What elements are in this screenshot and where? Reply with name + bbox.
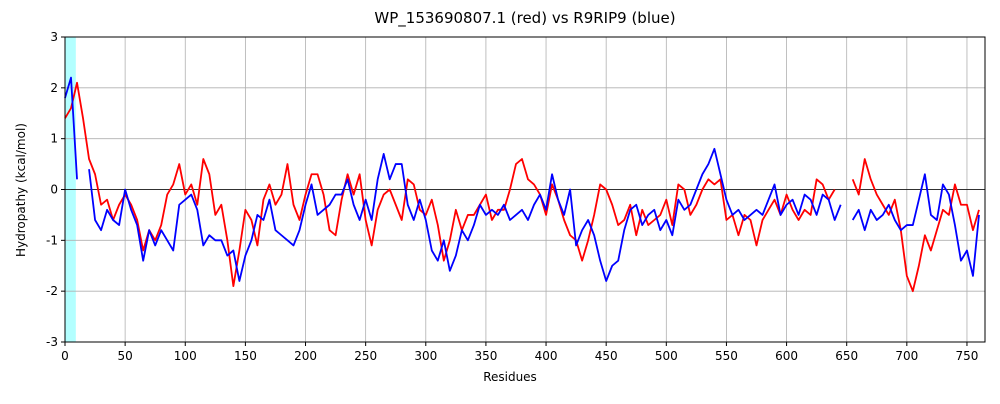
x-tick-label: 750 [956, 349, 979, 363]
x-axis-label: Residues [483, 370, 537, 384]
y-tick-label: 3 [50, 30, 58, 44]
series-line [64, 81, 980, 293]
x-tick-label: 50 [117, 349, 132, 363]
x-tick-label: 100 [174, 349, 197, 363]
x-tick-label: 300 [414, 349, 437, 363]
x-tick-label: 700 [895, 349, 918, 363]
y-tick-label: 1 [50, 132, 58, 146]
y-tick-label: -3 [46, 335, 58, 349]
x-tick-label: 250 [354, 349, 377, 363]
y-tick-label: 0 [50, 183, 58, 197]
x-tick-label: 200 [294, 349, 317, 363]
x-tick-label: 650 [835, 349, 858, 363]
x-tick-label: 350 [474, 349, 497, 363]
plot-frame [64, 36, 986, 343]
x-tick-label: 0 [61, 349, 69, 363]
chart-title: WP_153690807.1 (red) vs R9RIP9 (blue) [374, 9, 675, 28]
y-tick-label: 2 [50, 81, 58, 95]
x-tick-label: 400 [535, 349, 558, 363]
y-tick-label: -1 [46, 233, 58, 247]
x-tick-label: 500 [655, 349, 678, 363]
x-tick-label: 600 [775, 349, 798, 363]
y-axis-label: Hydropathy (kcal/mol) [14, 123, 28, 257]
x-tick-label: 550 [715, 349, 738, 363]
y-tick-label: -2 [46, 284, 58, 298]
x-tick-label: 450 [595, 349, 618, 363]
x-tick-label: 150 [234, 349, 257, 363]
series-line [64, 76, 980, 282]
